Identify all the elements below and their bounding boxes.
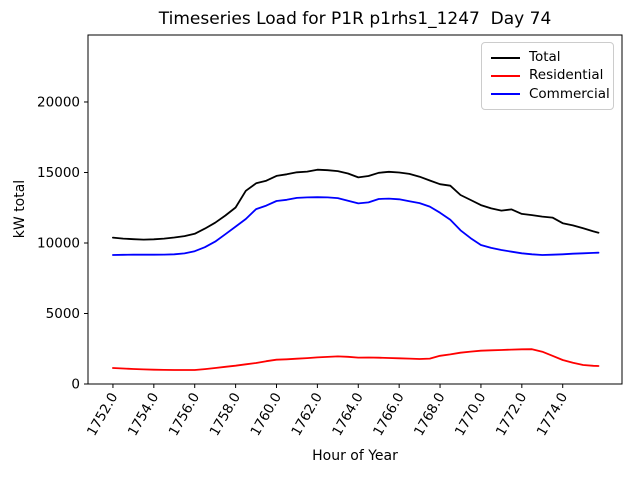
- legend-item-total: Total: [491, 49, 604, 65]
- commercial-line: [112, 196, 600, 256]
- x-tick-label: 1768.0: [411, 390, 448, 439]
- total-line: [112, 168, 600, 241]
- x-tick-label: 1760.0: [247, 390, 284, 439]
- x-tick-label: 1752.0: [84, 390, 121, 439]
- x-tick-label: 1766.0: [370, 390, 407, 439]
- chart-title: Timeseries Load for P1R p1rhs1_1247 Day …: [158, 9, 552, 29]
- plot-area-border: [87, 34, 623, 385]
- y-tick-label: 15000: [37, 165, 80, 181]
- commercial-line-swatch: [491, 93, 520, 96]
- legend-label-total: Total: [529, 49, 561, 65]
- x-tick-label: 1756.0: [166, 390, 203, 439]
- legend-label-residential: Residential: [529, 67, 604, 84]
- residential-line-swatch: [491, 75, 520, 77]
- x-tick-label: 1774.0: [534, 390, 571, 439]
- x-axis-label: Hour of Year: [312, 448, 398, 464]
- legend-item-residential: Residential: [491, 69, 604, 83]
- legend: Total Residential Commercial: [481, 42, 614, 110]
- y-tick-label: 10000: [37, 235, 80, 251]
- x-tick-label: 1754.0: [125, 390, 162, 439]
- y-tick-label: 20000: [37, 94, 80, 110]
- legend-label-commercial: Commercial: [529, 85, 610, 102]
- total-line-swatch: [491, 56, 520, 59]
- x-tick-label: 1770.0: [452, 390, 489, 439]
- x-tick-label: 1758.0: [207, 390, 244, 439]
- residential-line: [112, 348, 600, 371]
- x-tick-label: 1772.0: [493, 390, 530, 439]
- x-tick-label: 1764.0: [329, 390, 366, 439]
- y-tick-label: 0: [71, 377, 80, 393]
- y-axis-label: kW total: [12, 179, 28, 239]
- y-tick-label: 5000: [46, 306, 80, 322]
- legend-item-commercial: Commercial: [491, 87, 610, 102]
- x-tick-label: 1762.0: [288, 390, 325, 439]
